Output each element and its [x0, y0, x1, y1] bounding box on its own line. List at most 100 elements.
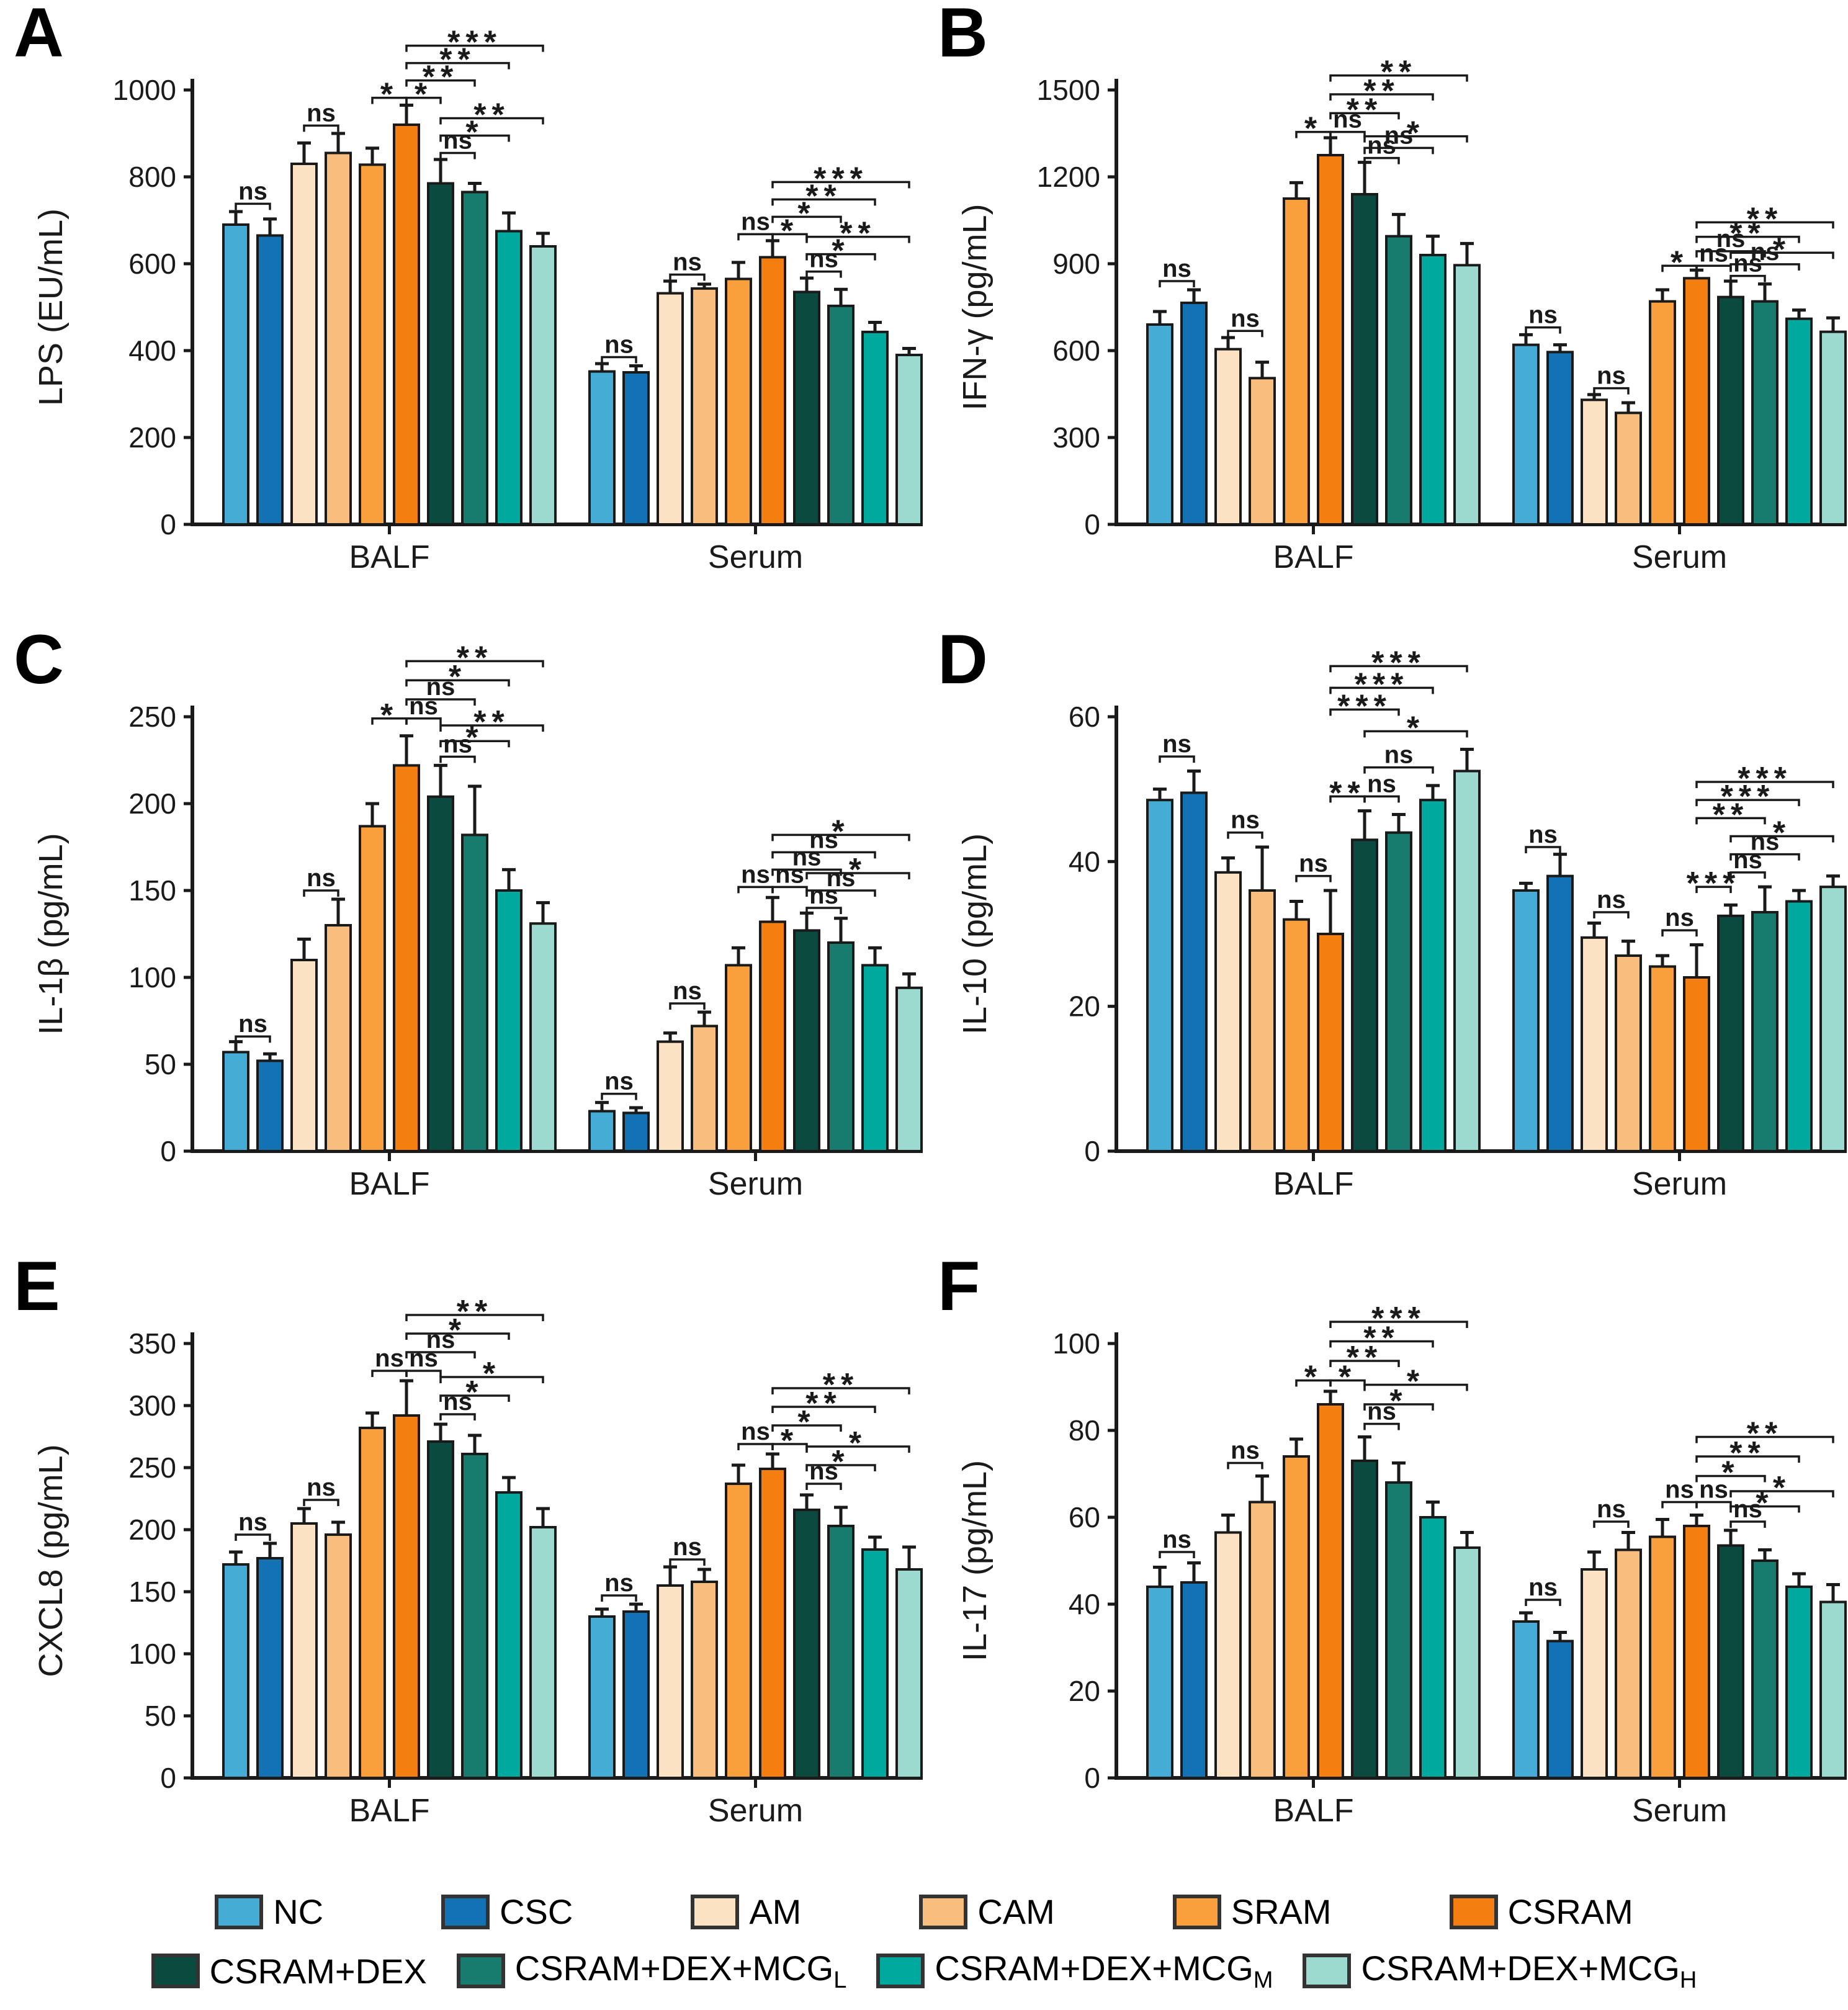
y-tick-label: 300	[128, 1389, 176, 1422]
sig-label: ns	[604, 1569, 634, 1597]
sig-label: ns	[1231, 1437, 1260, 1465]
sig-label: *	[380, 698, 398, 734]
sig-bracket	[439, 724, 544, 732]
bar-AM-Serum	[657, 1584, 684, 1779]
y-tick-label: 250	[128, 701, 176, 733]
bar-CSRAM+DEX+MCGL-BALF	[461, 1453, 488, 1779]
bar-AM-BALF	[290, 163, 318, 526]
sig-bracket	[1227, 831, 1263, 839]
y-tick-label: 1200	[1037, 161, 1100, 193]
sig-label: ns	[792, 843, 822, 871]
sig-label: ns	[741, 208, 770, 235]
sig-label: ***	[447, 25, 502, 61]
y-tick-label: 100	[128, 961, 176, 994]
bar-CSRAM+DEX+MCGM-BALF	[495, 230, 523, 526]
sig-bracket	[1695, 817, 1766, 825]
y-tick-label: 80	[1069, 1414, 1100, 1447]
sig-label: *	[832, 814, 850, 850]
bar-CSRAM+DEX+MCGH-Serum	[1819, 886, 1847, 1152]
sig-bracket	[1363, 1403, 1434, 1411]
sig-label: ns	[443, 730, 472, 758]
sig-label: *	[465, 115, 483, 151]
bar-CAM-BALF	[1249, 1501, 1276, 1779]
bar-CSRAM-BALF	[1317, 154, 1344, 526]
sig-bracket	[1363, 135, 1468, 143]
panel-C: C 0 50 100 150 200 250 IL-1β (pg/mL) BALF Serum ns…	[0, 621, 924, 1254]
panel-letter-F: F	[938, 1247, 980, 1325]
sig-bracket	[405, 679, 510, 687]
sig-bracket	[1593, 911, 1630, 918]
sig-bracket	[669, 273, 706, 281]
bar-SRAM-BALF	[1283, 918, 1310, 1152]
sig-label: ns	[809, 1458, 838, 1485]
sig-label: **	[805, 1386, 841, 1422]
bar-CSRAM+DEX+MCGH-BALF	[1453, 264, 1481, 526]
sig-label: ***	[814, 161, 868, 197]
sig-label: ns	[238, 177, 267, 205]
sig-label: *	[849, 852, 867, 888]
panel-A: A 0 200 400 600 800 1000 LPS (EU/mL) BALF Serum ns…	[0, 0, 924, 627]
panel-D: D 0 20 40 60 IL-10 (pg/mL) BALF Serum ns ns ns ** ns…	[924, 621, 1848, 1254]
bar-CSC-BALF	[1180, 791, 1208, 1152]
sig-bracket	[601, 1092, 637, 1100]
bar-CAM-Serum	[691, 1581, 718, 1779]
sig-label: ns	[1597, 362, 1626, 390]
sig-bracket	[771, 1424, 842, 1432]
sig-label: *	[1304, 111, 1322, 147]
panel-E: E 0 50 100 150 200 250 300 350 CXCL8 (pg/mL) BALF S…	[0, 1247, 924, 1880]
bar-AM-Serum	[1581, 398, 1608, 526]
legend-swatch	[691, 1894, 740, 1929]
sig-label: ns	[1716, 225, 1746, 253]
sig-label: ns	[1367, 1398, 1396, 1425]
bar-CAM-Serum	[1615, 411, 1642, 526]
bar-CSRAM+DEX+MCGH-Serum	[895, 1568, 923, 1779]
bar-CAM-BALF	[325, 1533, 352, 1779]
sig-bracket	[1729, 835, 1834, 843]
bar-AM-Serum	[657, 1040, 684, 1152]
sig-bracket	[405, 717, 442, 725]
bar-CSRAM+DEX-Serum	[793, 929, 820, 1152]
sig-label: **	[1347, 1340, 1383, 1376]
bar-CSRAM+DEX+MCGM-BALF	[1419, 1516, 1447, 1779]
bar-CAM-BALF	[325, 151, 352, 526]
legend-swatch	[1449, 1894, 1498, 1929]
sig-bracket	[439, 117, 544, 125]
sig-bracket	[1729, 853, 1800, 861]
legend-item-CSRAM+DEX+MCGM: CSRAM+DEX+MCGM	[876, 1948, 1273, 1994]
sig-bracket	[303, 124, 339, 132]
sig-label: *	[781, 1423, 799, 1459]
bar-CSC-BALF	[256, 234, 284, 526]
sig-label: ns	[443, 1388, 472, 1416]
sig-label: ***	[1721, 779, 1775, 815]
bar-NC-BALF	[222, 1051, 249, 1153]
sig-bracket	[1329, 93, 1434, 101]
sig-label: ns	[1162, 1526, 1191, 1553]
panel-letter-C: C	[14, 621, 64, 698]
sig-bracket	[1729, 871, 1766, 879]
legend-label: CSRAM+DEX	[209, 1951, 427, 1991]
sig-label: ns	[443, 127, 472, 155]
sig-bracket	[1363, 730, 1468, 738]
bar-CSC-BALF	[1180, 302, 1208, 526]
sig-bracket	[1363, 795, 1400, 803]
bar-CSRAM+DEX+MCGH-BALF	[1453, 1546, 1481, 1779]
bar-CSRAM+DEX+MCGM-BALF	[495, 1491, 523, 1779]
legend-row-1: NC CSC AM CAM SRAM CSRAM	[0, 1891, 1848, 1932]
sig-bracket	[405, 1314, 544, 1321]
sig-bracket	[805, 907, 842, 914]
sig-bracket	[805, 270, 842, 278]
bar-CSC-Serum	[622, 371, 650, 526]
legend-item-CSC: CSC	[441, 1891, 573, 1932]
sig-label: ns	[1699, 240, 1728, 267]
sig-label: **	[1747, 201, 1783, 237]
bar-CSRAM-BALF	[393, 123, 420, 526]
y-tick-label: 400	[128, 334, 176, 367]
sig-label: ns	[426, 673, 455, 701]
sig-bracket	[1329, 1340, 1434, 1348]
sig-label: *	[1721, 1455, 1739, 1491]
bar-CSRAM+DEX+MCGM-Serum	[861, 1548, 889, 1779]
panel-B: B 0 300 600 900 1200 1500 IFN-γ (pg/mL) BALF Seru…	[924, 0, 1848, 627]
y-tick-label: 800	[128, 161, 176, 193]
sig-bracket	[303, 889, 339, 897]
sig-label: ns	[1162, 255, 1191, 282]
